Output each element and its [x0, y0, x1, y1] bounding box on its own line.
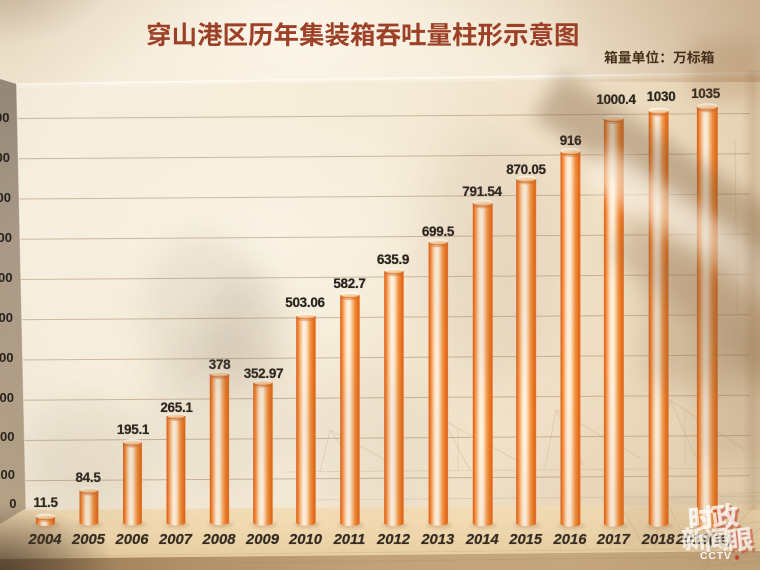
- svg-text:CCTV: CCTV: [700, 550, 732, 562]
